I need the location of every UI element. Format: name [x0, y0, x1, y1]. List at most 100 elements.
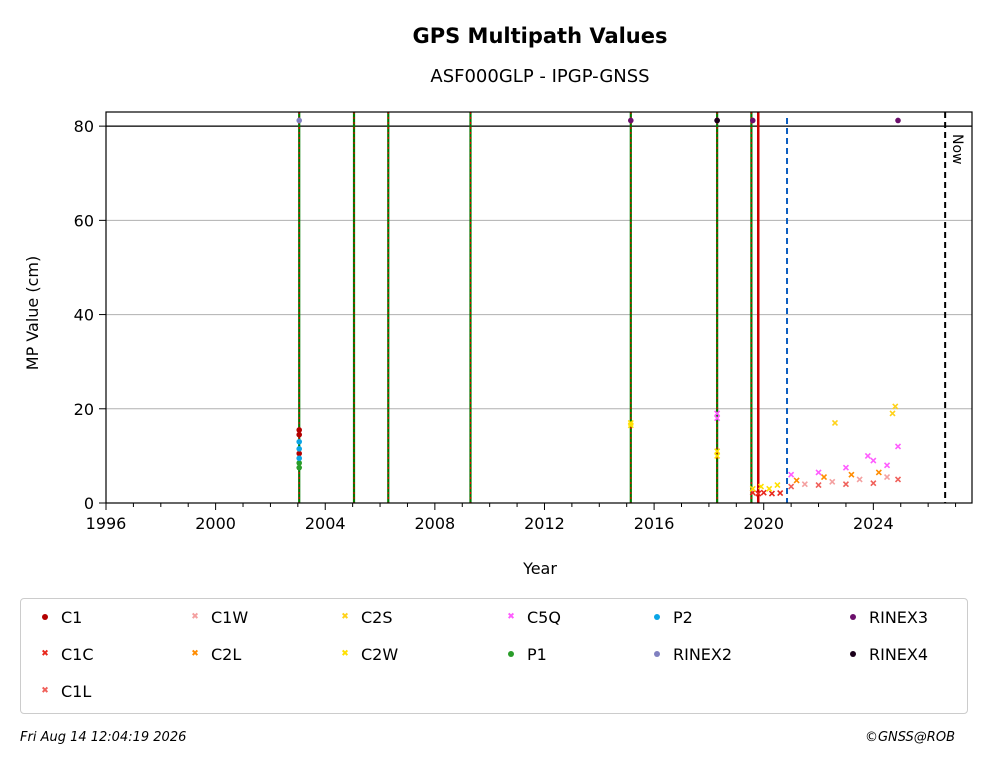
x-axis-label: Year	[522, 559, 557, 578]
y-tick-label: 0	[84, 494, 94, 513]
legend-label-c2s: C2S	[361, 607, 393, 627]
x-tick-label: 1996	[86, 514, 127, 533]
legend-marker-c5q: ✖	[507, 611, 515, 622]
data-point-c2w	[749, 485, 756, 492]
data-point-c2s	[892, 403, 899, 410]
data-point-c1w	[801, 481, 808, 488]
data-point-p2	[296, 455, 303, 462]
plot-frame	[105, 111, 973, 504]
data-point-c5q	[788, 471, 795, 478]
legend-label-c5q: C5Q	[527, 607, 561, 627]
data-point-c1w	[883, 474, 891, 481]
data-point-rinex3	[628, 117, 634, 124]
x-tick-label: 2004	[305, 514, 346, 533]
data-point-c1	[296, 431, 303, 438]
data-point-c1	[296, 450, 303, 457]
data-point-p2	[296, 446, 303, 452]
data-point-c1l	[815, 482, 822, 489]
legend-item-c1w: ✖ C1W	[185, 606, 248, 628]
footer-credit: ©GNSS@ROB	[864, 730, 955, 745]
data-point-c5q	[864, 452, 871, 459]
data-point-c5q	[714, 415, 721, 422]
data-point-c2w	[774, 482, 781, 489]
legend-label-c2w: C2W	[361, 644, 399, 664]
data-point-p1	[296, 464, 303, 471]
y-axis-label: MP Value (cm)	[23, 256, 42, 370]
legend-item-c5q: ✖ C5Q	[501, 606, 561, 628]
legend-label-rinex2: RINEX2	[673, 644, 733, 664]
data-point-c2w	[714, 452, 721, 459]
data-point-c2l	[848, 471, 855, 478]
data-point-c5q	[870, 457, 877, 464]
y-tick-label: 80	[74, 117, 94, 136]
legend-label-rinex4: RINEX4	[869, 644, 929, 664]
x-tick-label: 2012	[524, 514, 565, 533]
data-point-c2s	[831, 419, 839, 426]
legend-marker-c1l: ✖	[41, 685, 49, 696]
data-point-c2l	[820, 474, 828, 481]
data-point-c2w	[627, 422, 634, 429]
footer-timestamp: Fri Aug 14 12:04:19 2026	[20, 730, 187, 745]
legend-label-p1: P1	[527, 644, 547, 664]
data-point-c1c	[760, 489, 767, 496]
data-point-c2w	[714, 448, 721, 455]
data-point-c1l	[870, 480, 877, 487]
plot-area: Now 1996 2000 2004 2008 2012 2016 2020 2024 0 20 40…	[74, 111, 973, 533]
legend-marker-c1w: ✖	[191, 611, 199, 622]
data-point-c5q	[894, 443, 902, 450]
legend-label-c1: C1	[61, 607, 83, 627]
y-tick-label: 40	[74, 306, 94, 325]
data-point-c2w	[766, 485, 773, 492]
data-point-c1l	[842, 481, 850, 488]
now-label: Now	[949, 134, 965, 165]
data-point-p2	[296, 438, 303, 445]
data-point-rinex3	[749, 117, 756, 124]
data-point-rinex3	[895, 117, 901, 124]
legend-item-c1: C1	[35, 606, 82, 628]
data-point-c1w	[829, 478, 836, 485]
legend-item-c2l: ✖ C2L	[185, 643, 241, 665]
legend-item-c1l: ✖ C1L	[35, 680, 91, 702]
data-point-c2s	[889, 410, 896, 417]
data-point-c1c	[777, 490, 784, 497]
legend-label-c1w: C1W	[211, 607, 249, 627]
legend-item-p2: P2	[647, 606, 693, 628]
legend-item-c2s: ✖ C2S	[335, 606, 393, 628]
legend-marker-c2l: ✖	[191, 648, 199, 659]
legend-marker-rinex2	[647, 644, 667, 664]
data-point-c1	[296, 427, 303, 433]
chart-subtitle: ASF000GLP - IPGP-GNSS	[430, 66, 649, 87]
y-tick-label: 20	[74, 400, 94, 419]
legend-marker-c1	[35, 607, 55, 627]
legend-label-p2: P2	[673, 607, 693, 627]
legend-item-rinex4: RINEX4	[843, 643, 928, 665]
chart-svg: GPS Multipath Values ASF000GLP - IPGP-GN…	[23, 24, 973, 578]
legend-marker-c2s: ✖	[341, 611, 349, 622]
legend-marker-p1	[501, 644, 521, 664]
data-point-c5q	[883, 462, 891, 469]
data-point-rinex2	[296, 117, 303, 124]
legend-item-c1c: ✖ C1C	[35, 643, 93, 665]
legend-label-rinex3: RINEX3	[869, 607, 929, 627]
data-point-rinex4	[714, 117, 720, 124]
x-tick-label: 2024	[853, 514, 894, 533]
x-tick-label: 2000	[195, 514, 236, 533]
y-tick-label: 60	[74, 211, 94, 230]
data-point-c2l	[793, 477, 800, 484]
legend-marker-p2	[647, 607, 667, 627]
legend-marker-rinex3	[843, 607, 863, 627]
data-point-c5q	[815, 469, 822, 476]
data-point-c5q	[714, 410, 721, 417]
data-point-c1l	[894, 476, 902, 483]
data-point-c1c	[755, 490, 762, 497]
data-point-c1c	[768, 490, 776, 497]
legend: C1 ✖ C1C ✖ C1L ✖ C1W ✖ C2L ✖ C2S ✖ C2W ✖ C5Q P1 P2 RINEX2…	[20, 598, 968, 714]
data-point-c1l	[788, 483, 795, 490]
data-point-c1w	[856, 476, 863, 483]
x-tick-label: 2008	[415, 514, 456, 533]
legend-label-c2l: C2L	[211, 644, 242, 664]
chart-title: GPS Multipath Values	[412, 24, 667, 48]
legend-item-rinex3: RINEX3	[843, 606, 928, 628]
legend-marker-rinex4	[843, 644, 863, 664]
legend-marker-c1c: ✖	[41, 648, 49, 659]
